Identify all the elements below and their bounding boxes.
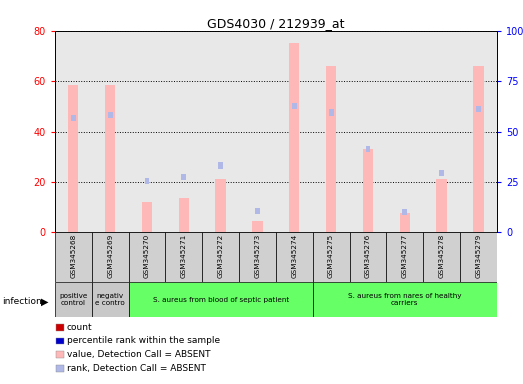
Bar [313,232,349,282]
Text: GSM345271: GSM345271 [181,234,187,278]
Bar [439,170,444,176]
Bar [92,282,129,317]
Text: S. aureus from nares of healthy
carriers: S. aureus from nares of healthy carriers [348,293,461,306]
Bar [55,282,92,317]
Text: infection: infection [3,297,42,306]
Bar [142,202,152,232]
Text: GSM345268: GSM345268 [70,234,76,278]
Bar [129,282,313,317]
Text: GSM345273: GSM345273 [255,234,260,278]
Bar [215,179,226,232]
Text: percentile rank within the sample: percentile rank within the sample [67,336,220,346]
Bar [105,85,115,232]
Bar [329,109,334,116]
Bar [108,112,112,118]
Text: GSM345276: GSM345276 [365,234,371,278]
Title: GDS4030 / 212939_at: GDS4030 / 212939_at [207,17,345,30]
Bar [386,232,423,282]
Bar [252,221,263,232]
Bar [165,232,202,282]
Bar [349,232,386,282]
Bar [402,209,407,215]
Bar [68,85,78,232]
Bar [289,43,300,232]
Bar [202,232,239,282]
Text: GSM345272: GSM345272 [218,234,224,278]
Bar [218,162,223,169]
Text: GSM345270: GSM345270 [144,234,150,278]
Bar [144,177,150,184]
Bar [55,232,92,282]
Text: positive
control: positive control [59,293,87,306]
Bar [363,149,373,232]
Bar [255,208,260,214]
Text: GSM345279: GSM345279 [475,234,482,278]
Bar [400,214,410,232]
Bar [239,232,276,282]
Bar [71,114,76,121]
Text: ▶: ▶ [41,296,49,306]
Text: GSM345278: GSM345278 [439,234,445,278]
Text: rank, Detection Call = ABSENT: rank, Detection Call = ABSENT [67,364,206,373]
Bar [129,232,165,282]
Bar [437,179,447,232]
Bar [476,106,481,112]
Bar [460,232,497,282]
Text: GSM345277: GSM345277 [402,234,408,278]
Bar [423,232,460,282]
Text: value, Detection Call = ABSENT: value, Detection Call = ABSENT [67,350,210,359]
Bar [366,146,370,152]
Text: count: count [67,323,93,332]
Bar [179,198,189,232]
Text: GSM345269: GSM345269 [107,234,113,278]
Bar [292,103,297,109]
Text: S. aureus from blood of septic patient: S. aureus from blood of septic patient [153,296,289,303]
Bar [313,282,497,317]
Bar [276,232,313,282]
Text: negativ
e contro: negativ e contro [95,293,125,306]
Bar [326,66,336,232]
Bar [473,66,484,232]
Bar [92,232,129,282]
Bar [181,174,186,180]
Text: GSM345274: GSM345274 [291,234,297,278]
Text: GSM345275: GSM345275 [328,234,334,278]
